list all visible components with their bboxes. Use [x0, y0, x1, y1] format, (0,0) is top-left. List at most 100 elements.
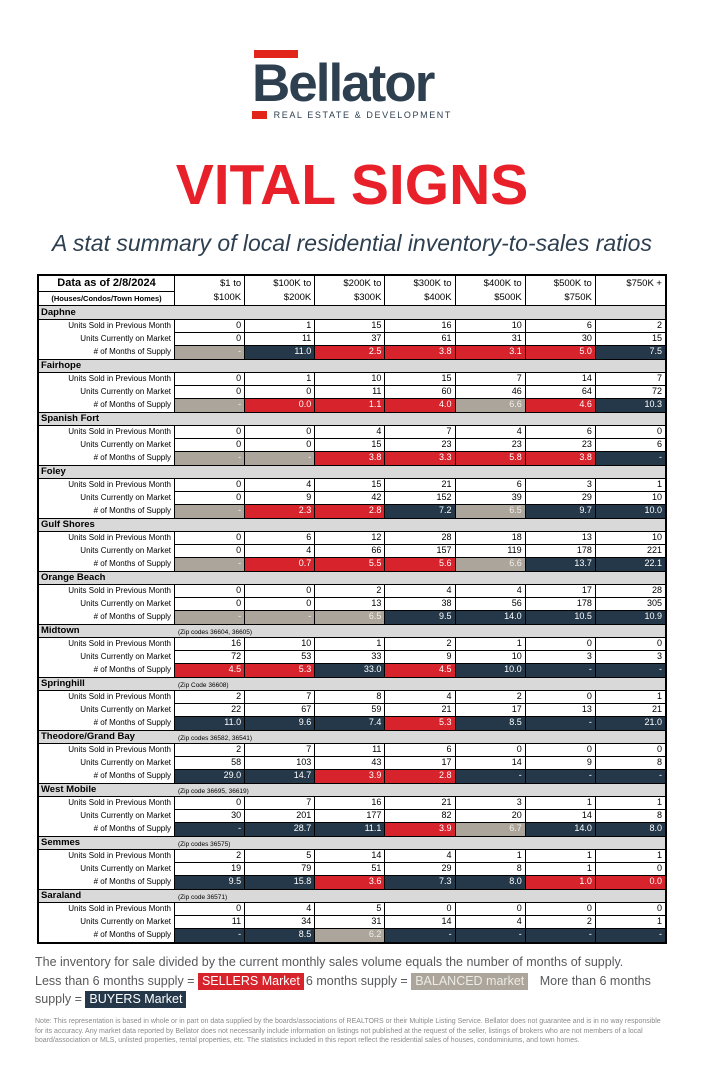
supply-cell: 7.5 [595, 346, 665, 359]
units-sold-row: Units Sold in Previous Month 0 4 5 0 0 0 0 [39, 903, 665, 916]
region-header-row: Gulf Shores [39, 518, 665, 532]
region-header-row: West Mobile (Zip code 36695, 36619) [39, 783, 665, 797]
units-sold-cell: 6 [245, 532, 316, 545]
supply-cell: - [175, 452, 246, 465]
units-sold-cell: 1 [595, 691, 665, 704]
units-sold-cell: 10 [315, 373, 386, 386]
months-of-supply-row: # of Months of Supply -2.3 2.8 7.2 6.5 9.7 10.… [39, 505, 665, 518]
row-label: # of Months of Supply [39, 717, 175, 730]
units-market-cell: 201 [245, 810, 316, 823]
units-market-cell: 79 [245, 863, 316, 876]
units-sold-cell: 6 [525, 320, 596, 333]
supply-cell: 1.1 [315, 399, 386, 412]
units-on-market-row: Units Currently on Market 11 34 31 14 4 2 1 [39, 916, 665, 929]
region-header-row: Theodore/Grand Bay (Zip codes 36582, 3654… [39, 730, 665, 744]
units-market-cell: 15 [315, 439, 386, 452]
units-market-cell: 221 [595, 545, 665, 558]
units-sold-cell: 1 [245, 373, 316, 386]
units-on-market-row: Units Currently on Market 22 67 59 21 17 13 21 [39, 704, 665, 717]
units-sold-cell: 7 [245, 797, 316, 810]
region-section: Midtown (Zip codes 36604, 36605) Units Sol… [39, 624, 665, 677]
price-column-header: $300K to $400K [385, 276, 456, 305]
supply-cell: 29.0 [175, 770, 246, 783]
units-market-cell: 39 [455, 492, 526, 505]
price-column-header: $500K to $750K [526, 276, 596, 305]
logo-tagline: REAL ESTATE & DEVELOPMENT [273, 110, 452, 120]
price-column-header: $200K to $300K [315, 276, 386, 305]
units-sold-cell: 7 [245, 744, 316, 757]
units-market-cell: 0 [175, 492, 246, 505]
supply-cell: 3.3 [385, 452, 456, 465]
supply-cell: 8.0 [595, 823, 665, 836]
row-label: Units Sold in Previous Month [39, 426, 175, 439]
units-market-cell: 66 [315, 545, 386, 558]
region-zip-codes: (Zip Code 36608) [178, 682, 229, 689]
units-sold-cell: 21 [385, 479, 456, 492]
units-market-cell: 20 [455, 810, 526, 823]
row-label: Units Sold in Previous Month [39, 479, 175, 492]
units-sold-row: Units Sold in Previous Month 0 1 10 15 7 14 7 [39, 373, 665, 386]
units-on-market-row: Units Currently on Market 0 0 13 38 56 178 305 [39, 598, 665, 611]
units-sold-cell: 2 [175, 691, 246, 704]
region-name: West Mobile [41, 784, 97, 795]
region-section: Semmes (Zip codes 36575) Units Sold in Pre… [39, 836, 665, 889]
units-sold-cell: 21 [385, 797, 456, 810]
units-on-market-row: Units Currently on Market 0 11 37 61 31 30 15 [39, 333, 665, 346]
region-section: Gulf Shores Units Sold in Previous Month 0… [39, 518, 665, 571]
units-sold-cell: 0 [525, 691, 596, 704]
units-sold-cell: 0 [175, 797, 246, 810]
units-on-market-row: Units Currently on Market 0 0 15 23 23 23 6 [39, 439, 665, 452]
units-market-cell: 178 [525, 598, 596, 611]
row-label: Units Sold in Previous Month [39, 797, 175, 810]
units-market-cell: 8 [595, 757, 665, 770]
row-label: Units Sold in Previous Month [39, 903, 175, 916]
supply-cell: 4.5 [385, 664, 456, 677]
supply-cell: 0.0 [595, 876, 665, 889]
units-market-cell: 0 [245, 598, 316, 611]
units-sold-cell: 7 [455, 373, 526, 386]
units-sold-cell: 16 [315, 797, 386, 810]
supply-cell: 3.8 [385, 346, 456, 359]
units-sold-cell: 4 [385, 585, 456, 598]
units-market-cell: 8 [595, 810, 665, 823]
units-market-cell: 59 [315, 704, 386, 717]
months-of-supply-row: # of Months of Supply - -3.8 3.3 5.8 3.8- [39, 452, 665, 465]
price-column-header: $750K + [596, 276, 665, 305]
row-label: Units Sold in Previous Month [39, 691, 175, 704]
months-of-supply-row: # of Months of Supply 29.0 14.7 3.9 2.8- - - [39, 770, 665, 783]
units-market-cell: 11 [245, 333, 316, 346]
units-sold-cell: 1 [595, 797, 665, 810]
bellator-logo: Bellator REAL ESTATE & DEVELOPMENT [252, 50, 452, 120]
supply-cell: 5.5 [315, 558, 386, 571]
supply-cell: 4.6 [525, 399, 596, 412]
legend-sellers-chip: SELLERS Market [197, 973, 304, 990]
supply-cell: 3.1 [455, 346, 526, 359]
supply-cell: 0.0 [245, 399, 316, 412]
table-corner-cell: Data as of 2/8/2024 (Houses/Condos/Town … [39, 276, 175, 305]
legend-buyers-prefix: More than 6 months supply = [35, 974, 651, 1006]
supply-cell: 22.1 [595, 558, 665, 571]
region-name: Springhill [41, 678, 85, 689]
units-market-cell: 23 [525, 439, 596, 452]
supply-cell: 3.9 [315, 770, 386, 783]
supply-cell: 5.8 [455, 452, 526, 465]
units-market-cell: 31 [455, 333, 526, 346]
units-market-cell: 0 [175, 598, 246, 611]
row-label: # of Months of Supply [39, 664, 175, 677]
supply-cell: - [245, 611, 316, 624]
row-label: # of Months of Supply [39, 770, 175, 783]
units-sold-cell: 6 [385, 744, 456, 757]
supply-cell: 10.9 [595, 611, 665, 624]
units-sold-cell: 0 [175, 532, 246, 545]
units-market-cell: 119 [455, 545, 526, 558]
row-label: # of Months of Supply [39, 558, 175, 571]
supply-cell: 3.6 [315, 876, 386, 889]
months-of-supply-row: # of Months of Supply -11.0 2.5 3.8 3.1 5.0 7.… [39, 346, 665, 359]
units-market-cell: 0 [245, 386, 316, 399]
price-column-header: $100K to $200K [245, 276, 316, 305]
units-sold-row: Units Sold in Previous Month 16 10 1 2 1 0 0 [39, 638, 665, 651]
supply-cell: 33.0 [315, 664, 386, 677]
units-market-cell: 17 [385, 757, 456, 770]
units-market-cell: 305 [595, 598, 665, 611]
supply-cell: 6.2 [315, 929, 386, 942]
